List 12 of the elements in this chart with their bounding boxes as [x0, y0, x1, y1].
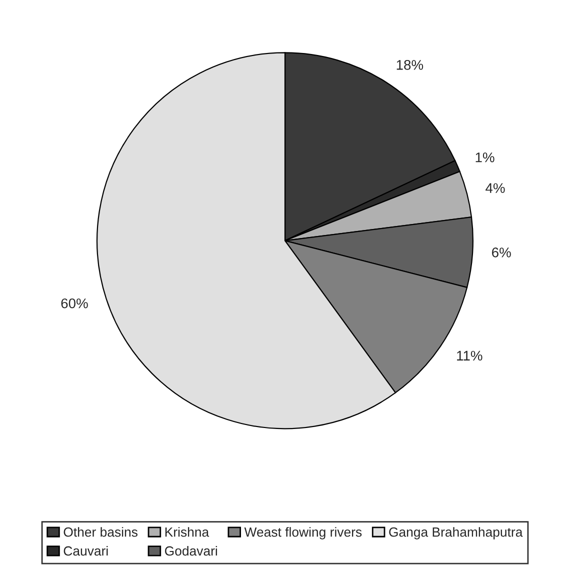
data-label: 60% [61, 298, 88, 308]
data-label: 18% [396, 60, 424, 70]
data-label: 4% [486, 183, 505, 193]
legend-label: Other basins [64, 527, 138, 537]
legend-label: Godavari [165, 546, 217, 556]
data-label: 6% [492, 248, 511, 258]
data-label: 11% [457, 350, 482, 361]
legend-label: Ganga Brahamhaputra [389, 527, 523, 540]
legend-label: Cauvari [64, 546, 108, 556]
data-label: 1% [476, 152, 494, 162]
legend-label: Krishna [165, 527, 210, 537]
legend-label: Weast flowing rivers [244, 527, 362, 540]
